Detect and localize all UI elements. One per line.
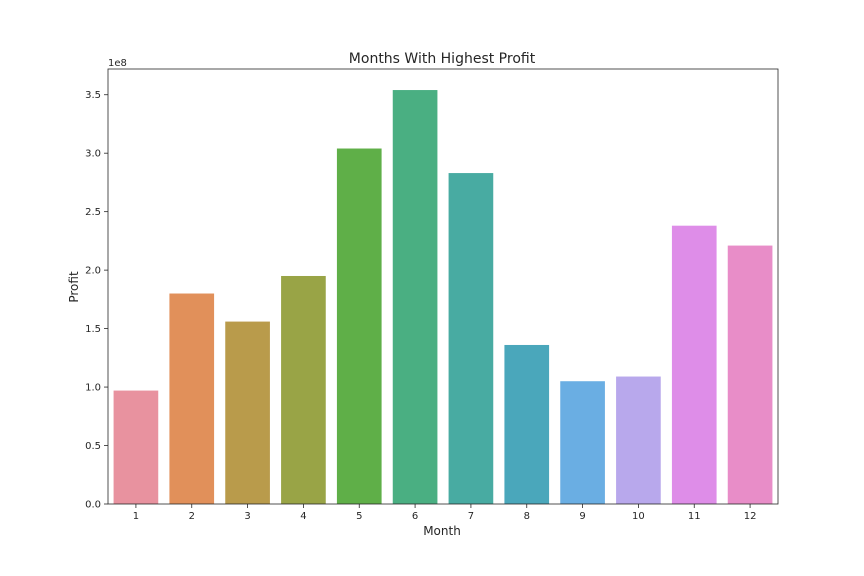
y-tick-label: 1.5	[85, 324, 101, 335]
x-tick-label: 7	[468, 511, 474, 522]
bar-month-3	[225, 321, 270, 504]
bar-month-9	[560, 381, 605, 504]
bar-month-11	[671, 225, 717, 504]
bar-month-4	[281, 275, 326, 504]
bar-month-7	[448, 173, 494, 504]
y-axis-ticks: 0.0 0.5 1.0 1.5 2.0 2.5 3.0 3.5	[85, 90, 108, 511]
y-tick-label: 0.0	[85, 500, 101, 511]
x-tick-label: 5	[356, 511, 362, 522]
bar-month-8	[504, 344, 550, 504]
y-tick-label: 2.0	[85, 266, 101, 277]
plot-frame	[107, 68, 779, 505]
x-tick-label: 11	[688, 511, 701, 522]
x-axis-label: Month	[423, 524, 461, 538]
y-tick-label: 1.0	[85, 383, 101, 394]
x-tick-label: 1	[133, 511, 139, 522]
x-tick-label: 2	[189, 511, 195, 522]
x-tick-label: 8	[524, 511, 530, 522]
bar-month-1	[113, 390, 159, 504]
y-offset-label: 1e8	[108, 58, 127, 69]
y-tick-label: 3.5	[85, 90, 101, 101]
y-axis-label: Profit	[67, 271, 81, 303]
x-tick-label: 9	[579, 511, 585, 522]
x-tick-label: 6	[412, 511, 418, 522]
bar-month-10	[616, 376, 661, 504]
y-tick-label: 3.0	[85, 149, 101, 160]
x-tick-label: 10	[632, 511, 645, 522]
y-tick-label: 0.5	[85, 441, 101, 452]
y-tick-label: 2.5	[85, 207, 101, 218]
x-tick-label: 12	[744, 511, 757, 522]
chart-title: Months With Highest Profit	[349, 51, 536, 67]
x-tick-label: 3	[244, 511, 250, 522]
bar-month-2	[169, 293, 215, 504]
bars-group	[113, 90, 773, 505]
x-tick-label: 4	[300, 511, 306, 522]
bar-month-5	[336, 148, 382, 504]
bar-month-6	[392, 90, 438, 505]
bar-month-12	[727, 245, 773, 504]
x-axis-ticks: 1 2 3 4 5 6 7 8 9 10 11 12	[133, 504, 757, 522]
